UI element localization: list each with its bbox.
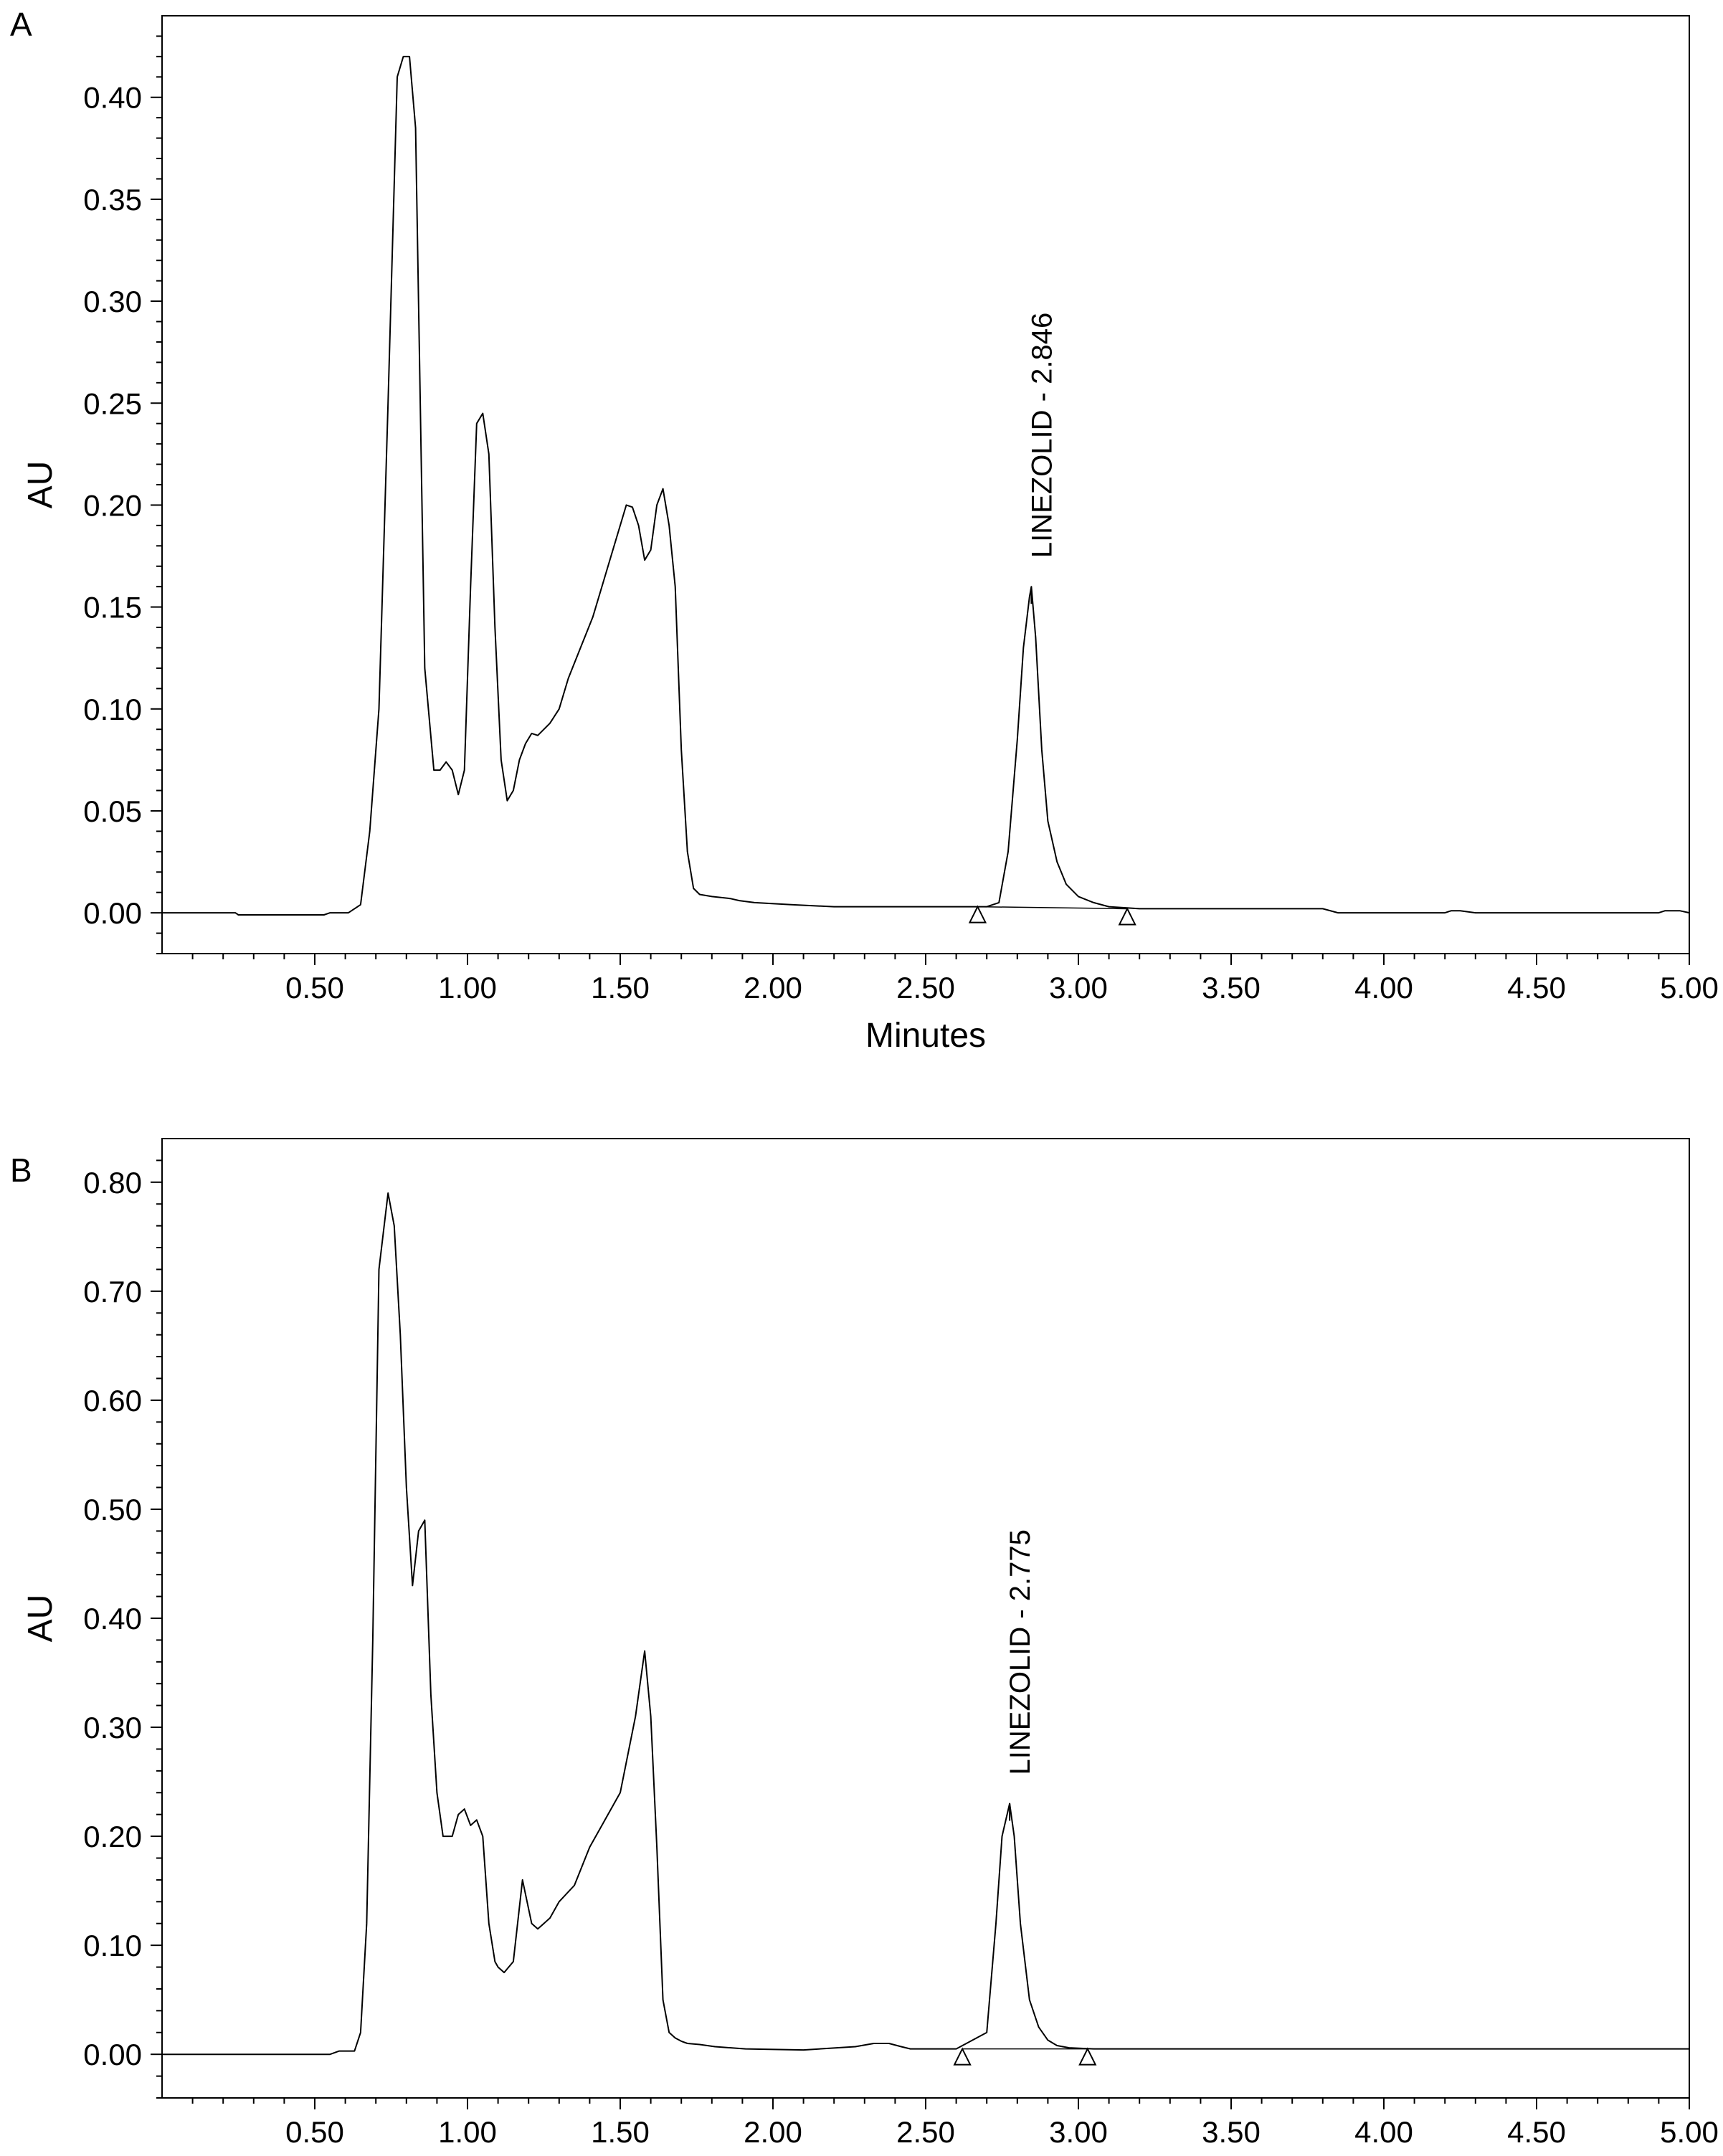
peak-label: LINEZOLID - 2.846 — [1026, 313, 1058, 558]
peak-label: LINEZOLID - 2.775 — [1005, 1529, 1036, 1775]
chromatogram-trace — [162, 1192, 1689, 2056]
x-tick-label: 0.50 — [285, 2115, 344, 2149]
y-tick-label: 0.00 — [83, 896, 142, 930]
x-tick-label: 1.00 — [438, 2115, 497, 2149]
x-tick-label: 4.00 — [1354, 971, 1413, 1005]
y-tick-label: 0.80 — [83, 1166, 142, 1200]
x-tick-label: 1.00 — [438, 971, 497, 1005]
y-tick-label: 0.25 — [83, 386, 142, 420]
y-tick-label: 0.15 — [83, 591, 142, 625]
integration-marker-icon — [953, 2047, 972, 2066]
x-tick-label: 4.50 — [1507, 971, 1566, 1005]
y-tick-label: 0.05 — [83, 794, 142, 828]
x-tick-label: 0.50 — [285, 971, 344, 1005]
chromatogram-panel-a: 0.50 1.00 1.50 2.00 2.50 3.00 3.50 4.00 4.50 5.00… — [22, 15, 1719, 1055]
x-tick-label: 3.50 — [1202, 971, 1261, 1005]
x-tick-label: 5.00 — [1660, 2115, 1719, 2149]
y-tick-label: 0.30 — [83, 1711, 142, 1744]
x-tick-label: 4.50 — [1507, 2115, 1566, 2149]
y-tick-label: 0.40 — [83, 81, 142, 115]
x-tick-label: 5.00 — [1660, 971, 1719, 1005]
integration-marker-icon — [968, 905, 987, 923]
x-tick-label: 1.50 — [591, 971, 650, 1005]
y-axis-title: AU — [22, 461, 60, 509]
x-tick-label: 2.00 — [744, 2115, 802, 2149]
x-tick-label: 2.50 — [896, 971, 955, 1005]
integration-baseline — [977, 906, 1128, 910]
x-tick-label: 2.00 — [744, 971, 802, 1005]
y-tick-label: 0.00 — [83, 2038, 142, 2071]
chromatogram-panel-b: 0.50 1.00 1.50 2.00 2.50 3.00 3.50 4.00 4.50 5.00… — [22, 1138, 1719, 2149]
x-tick-label: 3.00 — [1049, 2115, 1108, 2149]
y-axis-title: AU — [22, 1595, 60, 1643]
integration-marker-icon — [1078, 2047, 1097, 2066]
x-tick-label: 3.00 — [1049, 971, 1108, 1005]
y-tick-label: 0.35 — [83, 183, 142, 217]
y-tick-label: 0.10 — [83, 1929, 142, 1962]
x-tick-label: 4.00 — [1354, 2115, 1413, 2149]
chromatogram-trace — [162, 55, 1690, 916]
y-tick-label: 0.30 — [83, 285, 142, 318]
y-tick-label: 0.20 — [83, 488, 142, 522]
y-tick-label: 0.10 — [83, 693, 142, 726]
y-tick-label: 0.50 — [83, 1493, 142, 1526]
y-tick-label: 0.20 — [83, 1820, 142, 1853]
y-tick-label: 0.70 — [83, 1275, 142, 1309]
integration-marker-icon — [1118, 907, 1136, 926]
x-axis-title: Minutes — [865, 1017, 986, 1055]
x-tick-label: 3.50 — [1202, 2115, 1261, 2149]
panel-label-b: B — [10, 1151, 32, 1189]
x-tick-label: 2.50 — [896, 2115, 955, 2149]
y-tick-label: 0.40 — [83, 1602, 142, 1635]
panel-label-a: A — [10, 6, 32, 43]
y-tick-label: 0.60 — [83, 1384, 142, 1417]
x-tick-label: 1.50 — [591, 2115, 650, 2149]
